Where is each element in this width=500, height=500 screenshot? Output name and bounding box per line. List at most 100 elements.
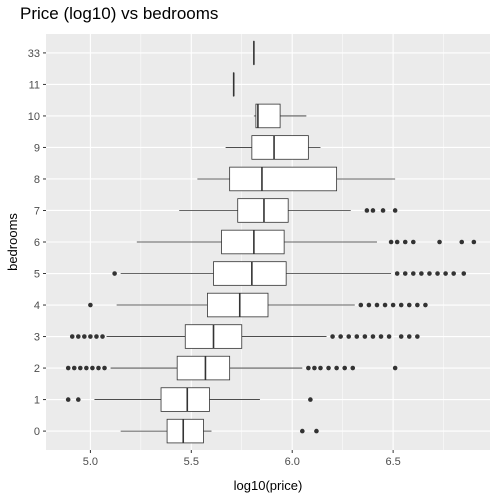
outlier-point [419, 271, 424, 276]
y-tick-label: 11 [29, 79, 40, 91]
x-tick-label: 6.5 [385, 456, 400, 468]
outlier-point [102, 365, 107, 371]
box-iqr [255, 103, 281, 129]
outlier-point [386, 334, 392, 339]
y-tick-label: 4 [34, 300, 40, 312]
x-axis-title: log10(price) [234, 478, 303, 493]
outlier-point [382, 302, 388, 308]
box-iqr [160, 387, 210, 412]
outlier-point [358, 302, 364, 308]
outlier-point [437, 239, 442, 245]
y-tick-label: 7 [34, 205, 40, 217]
y-tick-label: 10 [28, 111, 40, 123]
outlier-point [65, 365, 71, 371]
outlier-point [402, 239, 408, 245]
outlier-point [342, 365, 347, 371]
y-tick-label: 9 [34, 142, 40, 154]
x-tick-label: 6.0 [285, 456, 300, 468]
outlier-point [75, 397, 81, 402]
outlier-point [443, 271, 448, 276]
y-tick-label: 3 [34, 332, 40, 344]
outlier-point [390, 302, 396, 308]
outlier-point [427, 271, 432, 276]
outlier-point [112, 271, 117, 276]
box-iqr [221, 229, 285, 255]
y-tick-label: 8 [34, 174, 40, 186]
box-iqr [213, 261, 287, 286]
outlier-point [308, 397, 313, 402]
box-0 [120, 418, 319, 444]
outlier-point [84, 365, 89, 371]
outlier-point [461, 271, 467, 276]
outlier-point [406, 302, 412, 308]
y-tick-label: 6 [34, 237, 40, 249]
outlier-point [398, 334, 404, 339]
chart-title: Price (log10) vs bedrooms [20, 4, 219, 23]
outlier-point [415, 302, 420, 308]
outlier-point [374, 302, 380, 308]
y-tick-label: 0 [34, 426, 40, 438]
box-4 [88, 292, 428, 318]
outlier-point [370, 334, 376, 339]
outlier-point [451, 271, 456, 276]
outlier-point [392, 208, 398, 213]
outlier-point [366, 302, 372, 308]
y-tick-label: 33 [28, 48, 40, 60]
outlier-point [364, 208, 370, 213]
box-3 [69, 324, 420, 349]
outlier-point [82, 334, 87, 339]
outlier-point [406, 334, 412, 339]
outlier-point [90, 365, 95, 371]
outlier-point [392, 365, 398, 371]
outlier-point [306, 365, 311, 371]
outlier-point [318, 365, 323, 371]
outlier-point [471, 239, 477, 245]
box-iqr [207, 292, 269, 318]
box-iqr [229, 166, 338, 192]
box-iqr [176, 355, 231, 381]
outlier-point [362, 334, 368, 339]
outlier-point [402, 271, 408, 276]
x-tick-label: 5.0 [83, 456, 98, 468]
outlier-point [300, 428, 305, 434]
outlier-point [88, 334, 93, 339]
box-5 [112, 261, 467, 286]
outlier-point [96, 365, 101, 371]
outlier-point [312, 365, 317, 371]
outlier-point [459, 239, 465, 245]
box-6 [136, 229, 477, 255]
box-iqr [166, 418, 204, 444]
y-tick-label: 5 [34, 269, 40, 281]
outlier-point [411, 239, 416, 245]
outlier-point [94, 334, 99, 339]
outlier-point [326, 365, 331, 371]
y-tick-label: 2 [34, 363, 40, 375]
outlier-point [78, 365, 83, 371]
box-iqr [237, 198, 289, 223]
outlier-point [411, 271, 416, 276]
outlier-point [388, 239, 394, 245]
outlier-point [71, 365, 77, 371]
outlier-point [65, 397, 71, 402]
box-iqr [251, 135, 309, 160]
y-tick-label: 1 [34, 395, 40, 407]
box-2 [65, 355, 398, 381]
x-tick-label: 5.5 [184, 456, 199, 468]
outlier-point [334, 365, 339, 371]
box-1 [65, 387, 313, 412]
outlier-point [88, 302, 93, 308]
outlier-point [338, 334, 343, 339]
box-9 [225, 135, 321, 160]
y-axis-title: bedrooms [5, 213, 20, 271]
outlier-point [423, 302, 428, 308]
outlier-point [314, 428, 319, 434]
box-10 [253, 103, 307, 129]
outlier-point [435, 271, 440, 276]
outlier-point [354, 334, 360, 339]
outlier-point [398, 302, 404, 308]
outlier-point [370, 208, 376, 213]
outlier-point [346, 334, 352, 339]
box-7 [179, 198, 398, 223]
